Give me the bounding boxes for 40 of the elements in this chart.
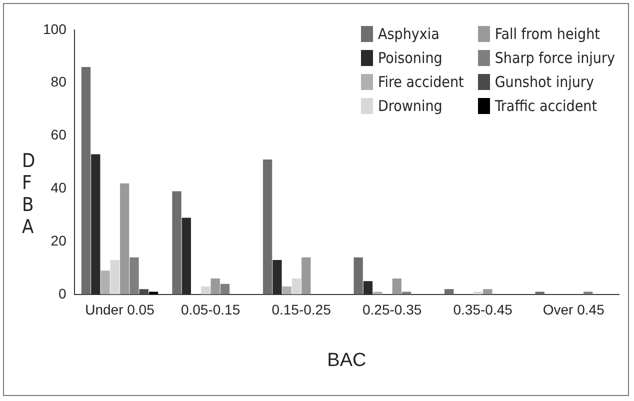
bar [282,286,292,294]
bar [210,278,220,294]
bar [130,257,139,294]
y-tick-label: 0 [58,285,67,302]
x-axis-title: BAC [327,350,366,371]
bar [444,289,454,294]
bar [110,260,120,294]
bar [81,67,91,294]
legend-label: Asphyxia [378,25,440,43]
y-tick-label: 60 [50,126,67,143]
y-tick-label: 80 [50,74,67,90]
bar [292,278,302,294]
bar [139,289,148,294]
x-tick-label: 0.15-0.25 [272,302,332,318]
bar [100,270,110,294]
legend-label: Fall from height [494,25,600,43]
x-tick-label: 0.05-0.15 [180,302,240,318]
bar [262,160,272,294]
legend-label: Fire accident [378,73,464,91]
bar [120,183,130,294]
bar [172,191,182,294]
bar [392,278,402,294]
bar [201,286,210,294]
y-tick-label: 40 [50,180,67,196]
x-tick-label: 0.35-0.45 [453,302,513,318]
x-tick-label: Under 0.05 [85,302,155,318]
x-tick-label: 0.25-0.35 [362,302,422,318]
legend-label: Poisoning [378,49,442,67]
bar [220,284,230,294]
y-tick-label: 100 [43,20,67,37]
legend-label: Traffic accident [494,97,598,115]
y-tick-label: 20 [50,232,67,248]
bar [354,257,363,294]
legend-label: Gunshot injury [494,73,594,91]
bar [302,257,311,294]
legend-label: Sharp force injury [494,49,615,67]
bar [483,289,492,294]
legend-label: Drowning [378,97,442,115]
x-tick-label: Over 0.45 [542,302,605,318]
y-axis-title: DFBA [22,150,36,238]
